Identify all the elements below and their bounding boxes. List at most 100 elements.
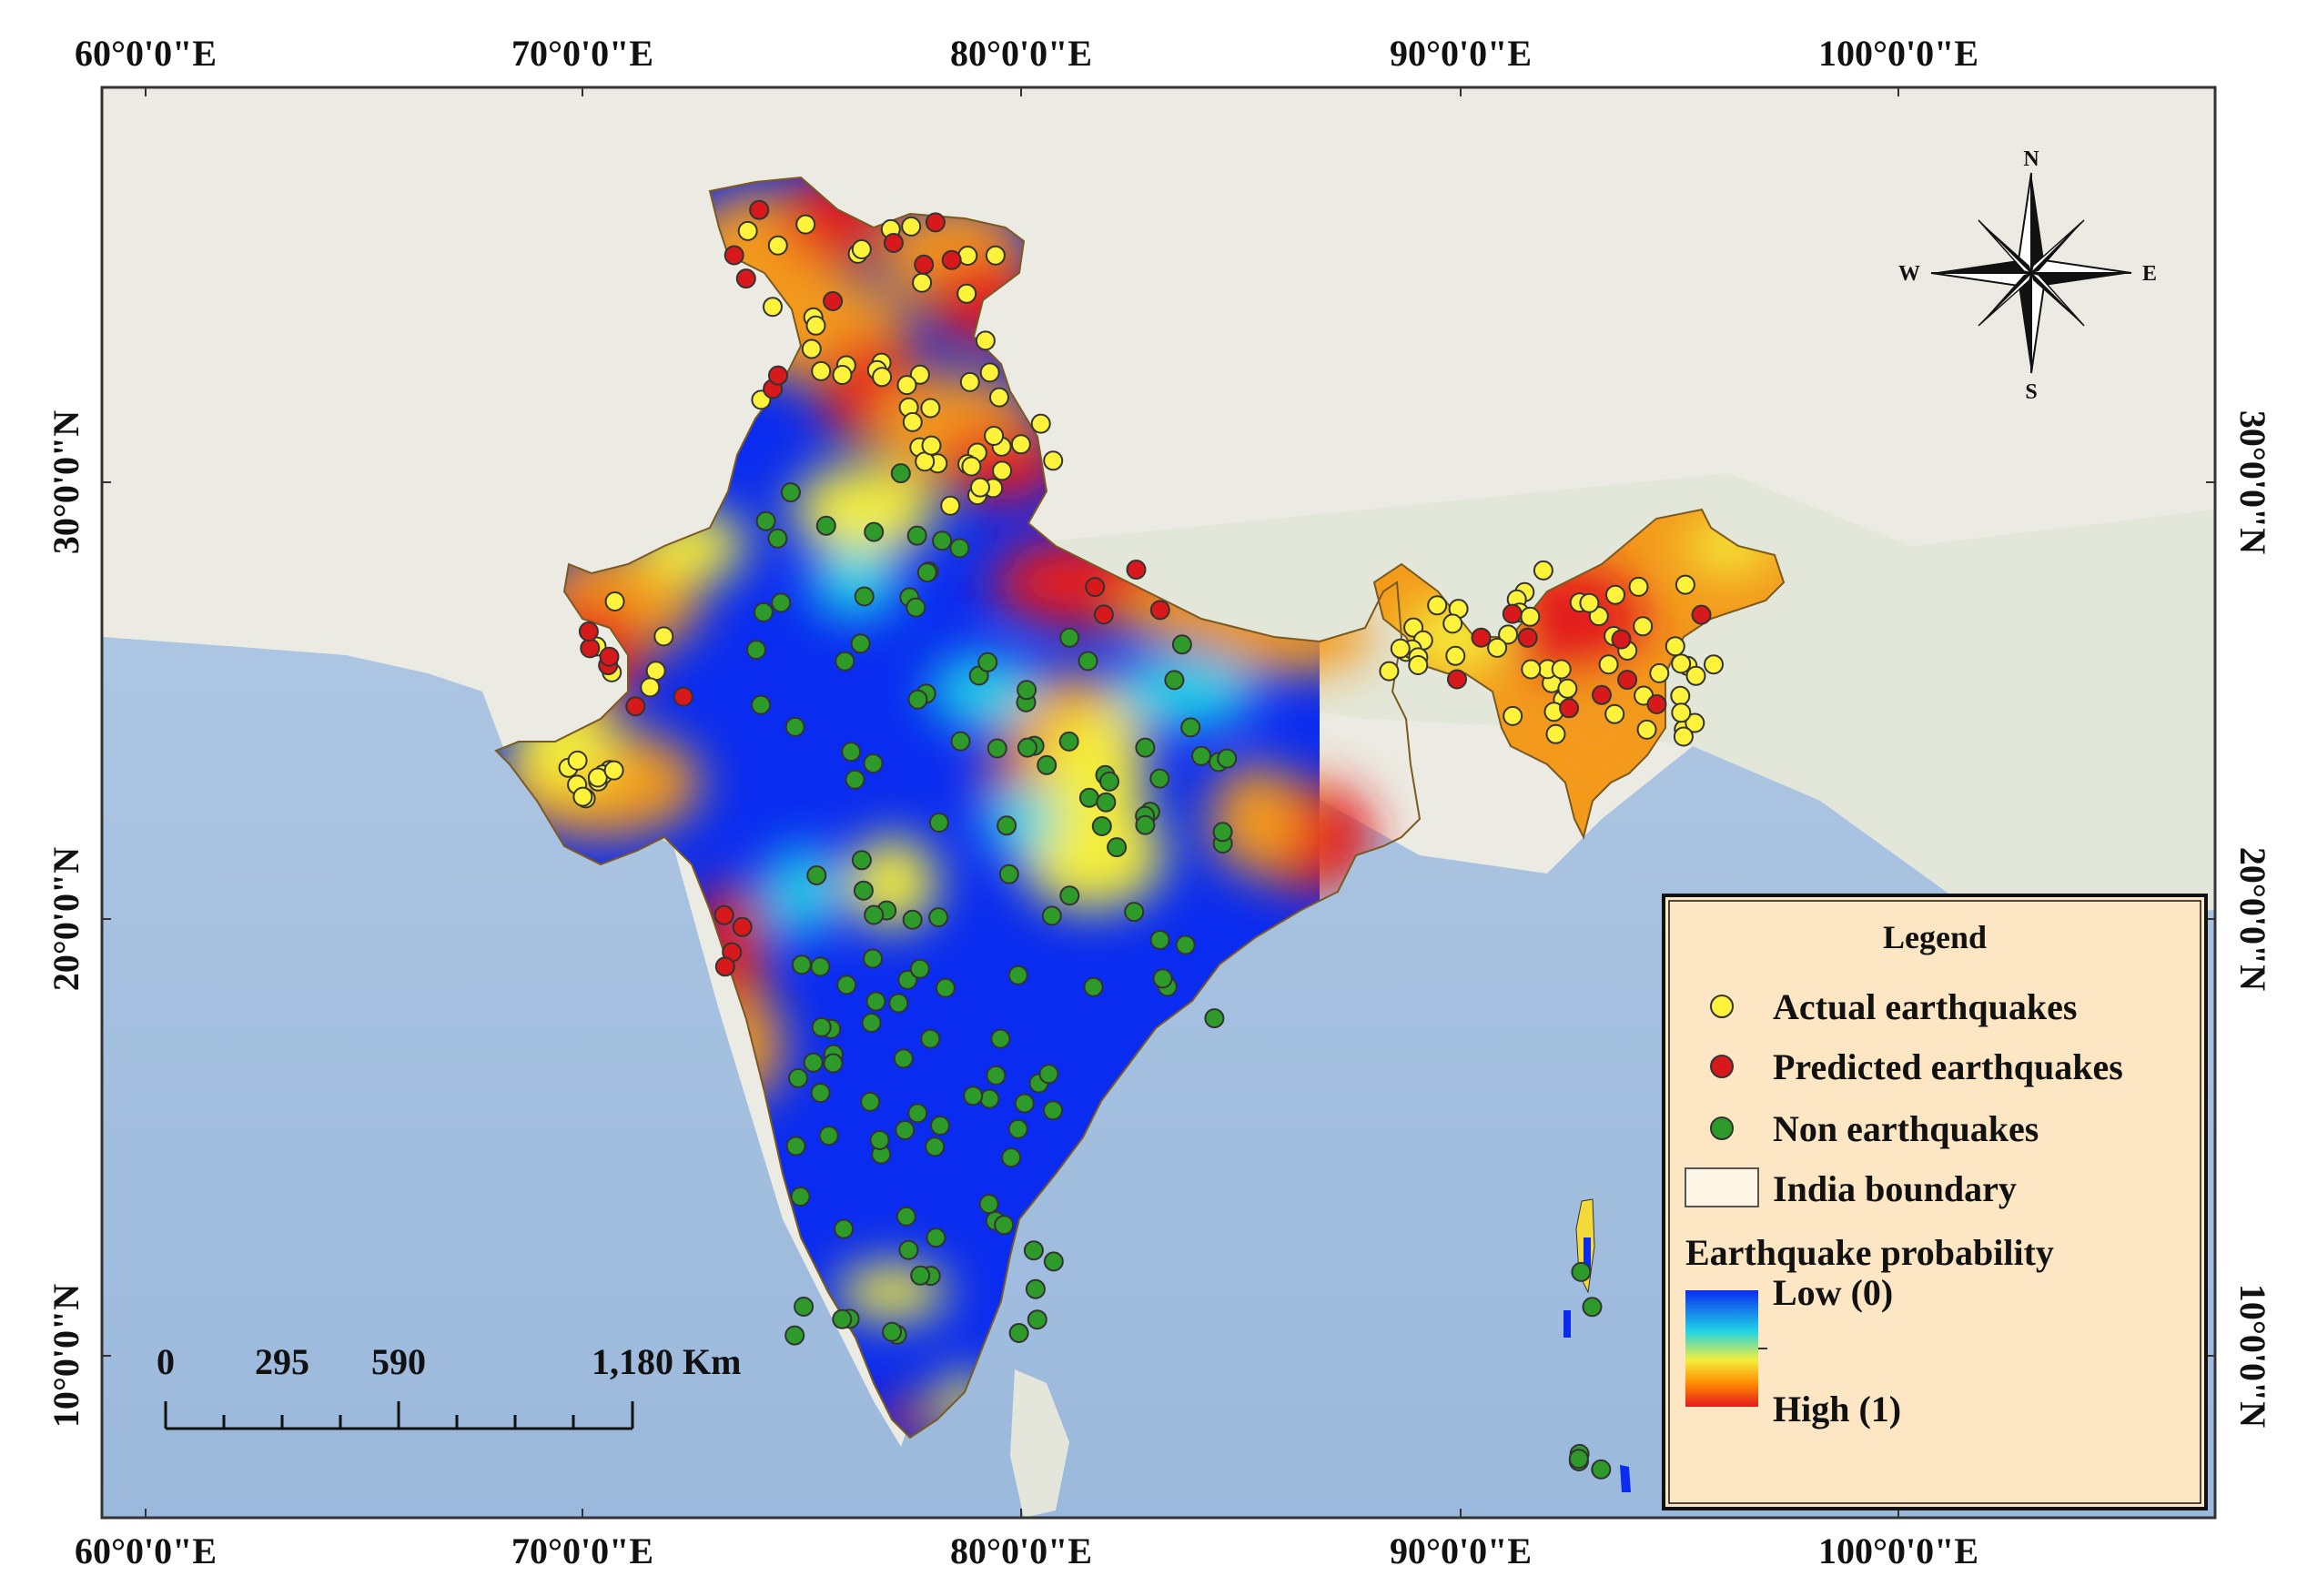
predicted-earthquake-point [673, 686, 693, 707]
non-earthquake-point [845, 769, 865, 790]
actual-earthquake-point [1671, 653, 1692, 674]
non-earthquake-point [997, 815, 1017, 836]
actual-earthquake-point [1704, 654, 1724, 675]
non-earthquake-point [803, 1052, 824, 1073]
lat-label-left-30: 30°0'0"N [46, 410, 86, 554]
non-earthquake-point [854, 586, 875, 607]
lon-label-top-100: 100°0'0"E [1818, 33, 1978, 74]
non-earthquake-point [753, 601, 774, 622]
predicted-earthquake-point [1517, 627, 1538, 648]
heat-blob [1210, 764, 1301, 874]
actual-earthquake-point [1604, 703, 1625, 724]
heat-blob [1019, 801, 1165, 910]
non-earthquake-point [815, 515, 836, 536]
non-earthquake-point [930, 1116, 950, 1136]
lat-label-right-30: 30°0'0"N [2232, 410, 2273, 554]
non-earthquake-point [1571, 1261, 1592, 1282]
non-earthquake-point [978, 1194, 999, 1215]
actual-earthquake-point [1445, 645, 1466, 666]
non-earthquake-point [1091, 816, 1112, 836]
actual-earthquake-point [640, 677, 661, 698]
lat-label-right-20: 20°0'0"N [2232, 847, 2273, 991]
non-earthquake-point [1164, 670, 1185, 691]
non-earthquake-point [1135, 737, 1156, 758]
predicted-earthquake-point [914, 254, 935, 275]
actual-earthquake-point [1579, 592, 1600, 613]
predicted-earthquake-point [1471, 627, 1492, 648]
non-earthquake-point [780, 482, 801, 503]
non-earthquake-point [1058, 731, 1079, 752]
predicted-earthquake-point [1093, 604, 1114, 625]
non-earthquake-point [841, 742, 862, 763]
actual-earthquake-point [956, 283, 977, 304]
actual-earthquake-point [1545, 723, 1566, 744]
non-earthquake-point [1149, 768, 1170, 789]
non-earthquake-point [785, 1136, 806, 1157]
actual-earthquake-point [1685, 712, 1705, 733]
non-earthquake-point [850, 633, 871, 654]
non-earthquake-point [1107, 837, 1128, 858]
non-earthquake-point [898, 1239, 919, 1260]
non-earthquake-point [994, 1215, 1015, 1236]
predicted-earthquake-point [625, 696, 646, 717]
actual-earthquake-point [1673, 726, 1694, 747]
non-earthquake-point [1059, 627, 1080, 648]
predicted-earthquake-point [941, 249, 962, 270]
actual-earthquake-point [1605, 584, 1625, 605]
lat-label-right-10: 10°0'0"N [2232, 1284, 2273, 1428]
non-earthquake-point [907, 689, 928, 710]
non-earthquake-point [1083, 976, 1104, 997]
non-earthquake-point [916, 562, 937, 583]
non-earthquake-point [788, 1067, 808, 1088]
actual-earthquake-point [1503, 705, 1523, 726]
non-earthquake-point [1175, 934, 1196, 955]
non-earthquake-point [1043, 1100, 1063, 1121]
lon-label-bottom-90: 90°0'0"E [1390, 1530, 1532, 1571]
non-earthquake-point [909, 958, 930, 979]
actual-earthquake-point [763, 297, 783, 318]
actual-earthquake-point [909, 364, 930, 385]
actual-earthquake-point [805, 315, 826, 336]
predicted-earthquake-point [1611, 629, 1632, 650]
compass-n: N [2023, 147, 2039, 171]
non-earthquake-point [1217, 748, 1238, 769]
actual-earthquake-point [970, 477, 990, 498]
heat-blob [810, 546, 901, 619]
actual-earthquake-point [1665, 636, 1685, 657]
non-earthquake-point [751, 694, 772, 715]
actual-earthquake-point [1043, 450, 1064, 471]
predicted-earthquake-point [580, 638, 601, 659]
non-earthquake-point [810, 1083, 831, 1103]
non-earthquake-point [882, 1321, 903, 1342]
non-earthquake-point [979, 1088, 1000, 1109]
non-earthquake-point [755, 510, 776, 531]
non-earthquake-point [771, 592, 792, 613]
predicted-earthquake-point [724, 245, 744, 266]
non-earthquake-point [836, 975, 857, 995]
outline-box-icon [1685, 1167, 1759, 1207]
heat-blob [983, 783, 1056, 855]
non-earthquake-point [818, 1126, 839, 1146]
actual-earthquake-point [872, 367, 893, 388]
non-earthquake-point [998, 864, 1019, 884]
predicted-earthquake-point [713, 904, 734, 925]
actual-earthquake-point [961, 456, 982, 477]
heat-blob [1110, 655, 1256, 728]
predicted-earthquake-point [883, 233, 904, 253]
non-earthquake-point [806, 865, 827, 885]
scale-bar: 0 295 590 1,180 Km [157, 1341, 741, 1430]
green-circle-icon [1710, 1116, 1734, 1140]
actual-earthquake-point [921, 435, 942, 456]
non-earthquake-point [1152, 968, 1173, 989]
non-earthquake-point [863, 948, 883, 969]
actual-earthquake-point [801, 338, 822, 359]
non-earthquake-point [1591, 1459, 1612, 1480]
non-earthquake-point [1212, 822, 1233, 843]
non-earthquake-point [1204, 1008, 1225, 1029]
predicted-earthquake-point [925, 212, 946, 233]
compass-w: W [1898, 262, 1920, 286]
actual-earthquake-point [1030, 413, 1051, 434]
actual-earthquake-point [1551, 659, 1572, 680]
non-earthquake-point [767, 528, 788, 549]
predicted-earthquake-point [735, 268, 756, 289]
